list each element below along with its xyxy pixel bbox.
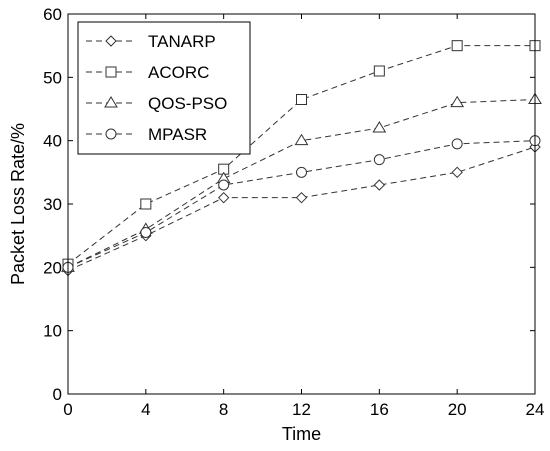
series-mpasr: [62, 135, 541, 273]
data-point-circle: [140, 227, 152, 238]
y-tick-label: 10: [43, 322, 62, 341]
legend-marker-square: [105, 66, 117, 78]
data-point-square: [373, 65, 385, 77]
legend-label: TANARP: [148, 32, 216, 51]
legend-marker-triangle: [104, 96, 118, 108]
data-point-diamond: [295, 191, 308, 204]
tick-layer: 0 4 8 12 16 20 24 0 10 20 30 40 50 60: [43, 5, 544, 419]
y-tick-label: 0: [53, 385, 62, 404]
y-tick-label: 60: [43, 5, 62, 24]
data-point-triangle: [372, 121, 387, 133]
data-point-circle: [373, 154, 385, 166]
legend-label: ACORC: [148, 63, 209, 82]
y-axis-label: Packet Loss Rate/%: [8, 123, 28, 285]
x-tick-label: 12: [292, 400, 311, 419]
series-line: [67, 146, 536, 271]
legend-label: MPASR: [148, 125, 207, 144]
legend-item: QOS-PSO: [86, 94, 227, 113]
x-tick-label: 0: [63, 400, 72, 419]
legend-marker-circle: [105, 128, 117, 140]
data-point-diamond: [451, 166, 463, 179]
x-tick-label: 16: [370, 400, 389, 419]
legend-item: TANARP: [86, 32, 216, 51]
x-tick-label: 4: [141, 400, 150, 419]
legend-item: MPASR: [86, 125, 207, 144]
data-point-diamond: [217, 191, 230, 204]
y-tick-label: 40: [43, 132, 62, 151]
data-point-square: [296, 94, 307, 105]
data-point-circle: [218, 179, 230, 191]
data-point-square: [451, 40, 463, 52]
x-tick-label: 8: [219, 400, 228, 419]
y-tick-label: 20: [43, 258, 62, 277]
data-point-triangle: [294, 133, 309, 146]
series-tanarp: [62, 141, 541, 277]
legend-label: QOS-PSO: [148, 94, 227, 113]
y-tick-label: 50: [43, 68, 62, 87]
legend-item: ACORC: [86, 63, 209, 82]
y-tick-label: 30: [43, 195, 62, 214]
plot-frame: [67, 13, 536, 395]
x-axis-label: Time: [282, 424, 321, 444]
data-point-triangle: [450, 95, 465, 108]
x-tick-label: 20: [448, 400, 467, 419]
data-point-circle: [451, 138, 463, 150]
data-point-square: [140, 198, 152, 210]
series-line: [67, 140, 536, 268]
legend: TANARP ACORC QOS-PSO MPASR: [77, 21, 251, 155]
series-layer: [61, 40, 542, 277]
data-point-circle: [296, 166, 307, 178]
data-point-diamond: [373, 179, 386, 191]
legend-marker-diamond: [105, 35, 117, 47]
x-tick-label: 24: [526, 400, 545, 419]
